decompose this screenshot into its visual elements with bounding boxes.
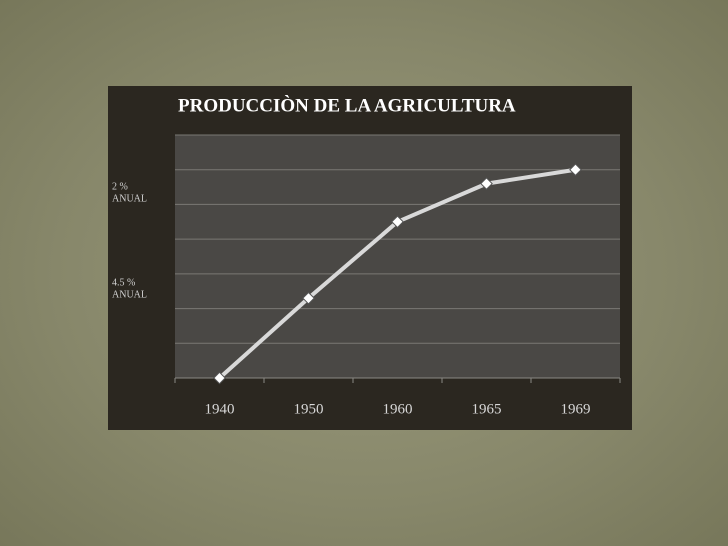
- marker: [569, 163, 582, 177]
- x-tick-label: 1969: [561, 401, 591, 417]
- annotation: 2 %: [112, 181, 128, 192]
- marker: [391, 215, 404, 229]
- annotation: ANUAL: [112, 289, 147, 300]
- x-tick-label: 1960: [383, 401, 413, 417]
- annotation: ANUAL: [112, 193, 147, 204]
- chart-title: PRODUCCIÒN DE LA AGRICULTURA: [178, 94, 516, 116]
- annotation: 4.5 %: [112, 277, 135, 288]
- marker: [213, 371, 226, 385]
- x-tick-label: 1965: [472, 401, 502, 417]
- marker: [302, 291, 315, 305]
- marker: [480, 177, 493, 190]
- x-tick-label: 1950: [294, 401, 324, 417]
- x-tick-label: 1940: [205, 401, 235, 417]
